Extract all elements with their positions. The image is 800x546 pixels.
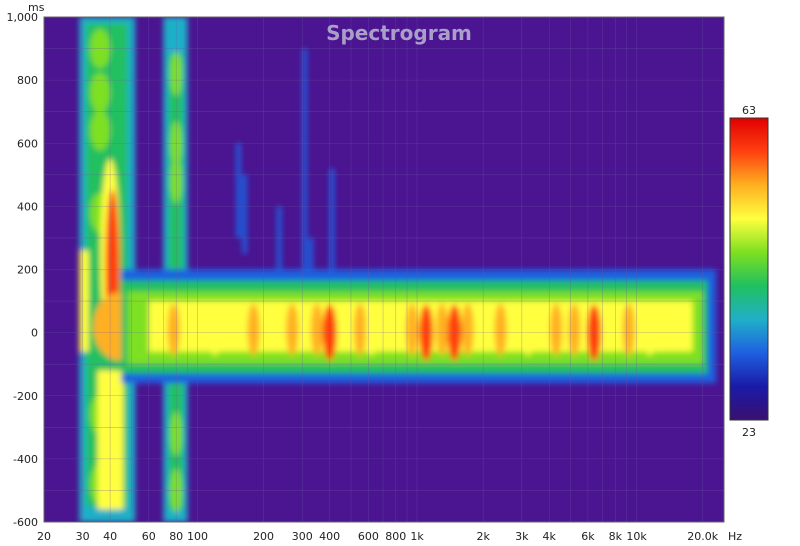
heat-80hz-blob (170, 51, 183, 96)
heat-80hz-blob (170, 411, 183, 456)
x-axis-unit: Hz (728, 530, 742, 543)
heat-hotspot (436, 303, 449, 356)
heat-edge-30hz (79, 250, 89, 352)
heat-streak (236, 143, 241, 238)
x-tick-label: 2k (476, 530, 490, 543)
heat-hotspot (247, 303, 260, 356)
y-tick-label: 800 (17, 74, 38, 87)
x-tick-label: 30 (76, 530, 90, 543)
grid-lines (43, 16, 724, 523)
color-scale: 63 23 (729, 104, 769, 439)
heat-streak (308, 237, 314, 276)
heat-streak (329, 168, 335, 295)
heat-peak (447, 304, 462, 361)
heat-hotspot (310, 303, 323, 356)
x-tick-label: 100 (187, 530, 208, 543)
x-tick-label: 80 (169, 530, 183, 543)
x-tick-label: 600 (358, 530, 379, 543)
x-tick-label: 6k (581, 530, 595, 543)
x-tick-label: 60 (142, 530, 156, 543)
x-tick-label: 8k (609, 530, 623, 543)
heat-hotspot (568, 303, 581, 356)
heat-lowfreq-blob (90, 28, 111, 69)
heat-80hz-blob (170, 159, 183, 204)
x-tick-label: 20.0k (687, 530, 718, 543)
chart-title: Spectrogram (326, 21, 472, 45)
x-axis: 20 30 40 60 80 100 200 300 400 600 800 1k 2k 3k 4k 6k 8k… (37, 530, 719, 543)
heat-hotspot (208, 303, 221, 356)
x-tick-label: 1k (410, 530, 424, 543)
y-tick-label: 600 (17, 137, 38, 150)
y-tick-label: 400 (17, 200, 38, 213)
y-tick-label: 200 (17, 264, 38, 277)
heat-peak (587, 304, 602, 361)
y-axis-unit: ms (28, 1, 45, 14)
plot-frame (43, 16, 725, 523)
heat-hotspot (406, 303, 419, 356)
heat-hotspot (167, 303, 180, 356)
y-tick-label: 1,000 (7, 11, 39, 24)
heat-80hz-blob (170, 121, 183, 166)
y-tick-label: 0 (31, 327, 38, 340)
color-scale-max-label: 63 (742, 104, 756, 117)
x-tick-label: 800 (385, 530, 406, 543)
heat-peak (322, 304, 337, 361)
heat-hotspot (622, 303, 635, 356)
color-scale-min-label: 23 (742, 426, 756, 439)
heat-hotspot (643, 303, 656, 356)
heat-hotspot (461, 303, 474, 356)
heat-lowfreq-blob (90, 72, 111, 113)
heat-lowfreq-blob (90, 110, 111, 151)
heat-hotspot (521, 303, 534, 356)
heat-streak (242, 174, 247, 254)
heat-lowfreq-tail (97, 370, 124, 510)
x-tick-label: 400 (319, 530, 340, 543)
heat-hotspot (365, 303, 378, 356)
heat-layer (79, 17, 717, 522)
heat-streak (302, 48, 307, 270)
heat-streak (276, 206, 282, 286)
y-tick-label: -200 (13, 390, 38, 403)
heat-hotspot (354, 303, 367, 356)
heat-peak (419, 304, 434, 361)
x-tick-label: 3k (515, 530, 529, 543)
color-scale-bar (729, 117, 769, 421)
x-tick-label: 200 (253, 530, 274, 543)
x-tick-label: 4k (543, 530, 557, 543)
x-tick-label: 20 (37, 530, 51, 543)
y-tick-label: -600 (13, 516, 38, 529)
x-tick-label: 40 (103, 530, 117, 543)
y-tick-label: -400 (13, 453, 38, 466)
x-tick-label: 10k (626, 530, 647, 543)
x-tick-label: 300 (292, 530, 313, 543)
heat-hotspot (286, 303, 299, 356)
heat-hotspot (550, 303, 563, 356)
heat-80hz-blob (170, 468, 183, 513)
heat-hotspot (494, 303, 507, 356)
y-axis: 1,000 800 600 400 200 0 -200 -400 -600 (7, 11, 39, 529)
